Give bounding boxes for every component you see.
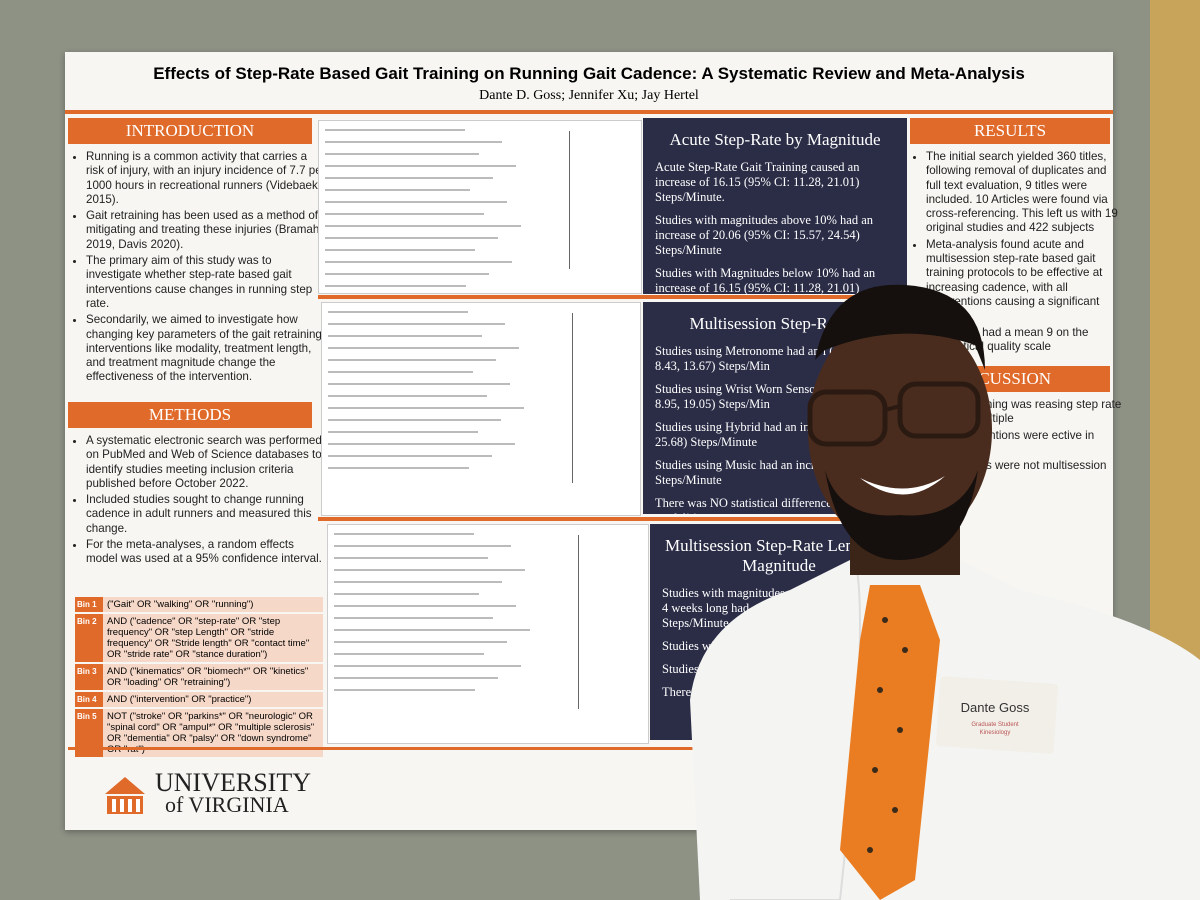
panel-text: Acute Step-Rate Gait Training caused an … (655, 160, 860, 204)
rule (318, 295, 908, 299)
plot-row (325, 213, 484, 215)
panel-title: Multisession Step-Rate b (689, 314, 861, 333)
plot-row (325, 249, 475, 251)
plot-row (328, 395, 487, 397)
plot-row (328, 335, 482, 337)
rule (318, 517, 908, 521)
bins-table: Bin 1 ("Gait" OR "walking" OR "running") B… (75, 597, 323, 759)
plot-row (328, 383, 510, 385)
plot-row (328, 347, 519, 349)
plot-row (325, 237, 498, 239)
bullets: The initial search yielded 360 titles, f… (910, 150, 1122, 356)
plot-row (334, 581, 502, 583)
plot-row (325, 201, 507, 203)
bullet: The primary aim of this study was to inv… (86, 254, 326, 311)
bullet: Included studies sought to change runnin… (86, 493, 326, 536)
plot-row (328, 311, 468, 313)
rule (65, 110, 1113, 114)
section-heading: RESULTS (910, 118, 1110, 144)
panel-title: Acute Step-Rate by Magnitude (669, 130, 881, 149)
plot-row (334, 629, 530, 631)
bullet: A systematic electronic search was perfo… (86, 434, 326, 491)
plot-row (328, 467, 469, 469)
plot-row (334, 689, 475, 691)
panel-text: Studies with Magnitudes below 10% had an… (655, 266, 876, 294)
poster-title: Effects of Step-Rate Based Gait Training… (153, 64, 1025, 83)
name-tag-name: Dante Goss (961, 700, 1030, 715)
panel-text: There was NO statistical difference be m… (655, 496, 847, 514)
plot-row (325, 225, 521, 227)
plot-row (334, 593, 479, 595)
bin-row: Bin 3 AND ("kinematics" OR "biomech*" OR … (75, 664, 323, 690)
plot-row (328, 455, 492, 457)
section-heading: INTRODUCTION (68, 118, 312, 144)
plot-row (328, 323, 505, 325)
plot-axis (569, 131, 570, 269)
plot-row (334, 653, 484, 655)
bin-text: AND ("kinematics" OR "biomech*" OR "kine… (103, 664, 323, 690)
bullets: A systematic electronic search was perfo… (70, 434, 326, 569)
plot-row (328, 431, 478, 433)
bin-text: AND ("cadence" OR "step-rate" OR "step f… (103, 614, 323, 662)
panel-title: Multisession Step-Rate Length & Magnitud… (664, 536, 894, 575)
plot-row (325, 165, 516, 167)
plot-row (325, 273, 489, 275)
plot-row (325, 129, 465, 131)
rule (68, 747, 1113, 750)
plot-row (334, 677, 498, 679)
bin-row: Bin 4 AND ("intervention" OR "practice") (75, 692, 323, 707)
logo-icon (105, 777, 145, 814)
panel: Acute Step-Rate by Magnitude Acute Step-R… (643, 118, 907, 294)
logo-text: UNIVERSITY (155, 768, 311, 797)
forest-plot (327, 524, 649, 744)
forest-plot (318, 120, 642, 294)
forest-plot (321, 302, 641, 516)
bullet: For the meta-analyses, a random effects … (86, 538, 326, 567)
plot-row (334, 557, 488, 559)
logo-text: of VIRGINIA (165, 792, 289, 817)
plot-row (328, 407, 524, 409)
plot-axis (578, 535, 579, 710)
name-tag-role: Graduate Student (971, 722, 1019, 728)
plot-row (325, 285, 466, 287)
bin-row: Bin 2 AND ("cadence" OR "step-rate" OR "s… (75, 614, 323, 662)
plot-row (328, 419, 501, 421)
panel-text: Studies with magnitudes above 10% had an… (655, 213, 874, 257)
plot-row (328, 443, 515, 445)
plot-row (328, 359, 496, 361)
plot-row (334, 569, 525, 571)
bin-row: Bin 1 ("Gait" OR "walking" OR "running") (75, 597, 323, 612)
bullet: Secondarily, we aimed to investigate how… (86, 313, 326, 384)
plot-row (325, 177, 493, 179)
plot-row (334, 545, 511, 547)
plot-row (325, 153, 479, 155)
authors: Dante D. Goss; Jennifer Xu; Jay Hertel (479, 88, 699, 103)
plot-row (328, 371, 473, 373)
bin-label: Bin 4 (75, 692, 103, 707)
plot-row (325, 189, 470, 191)
plot-row (325, 261, 512, 263)
bin-text: AND ("intervention" OR "practice") (103, 692, 323, 707)
bullet: Gait retraining has been used as a metho… (86, 209, 326, 252)
bin-text: ("Gait" OR "walking" OR "running") (103, 597, 323, 612)
section-heading: METHODS (68, 402, 312, 428)
plot-row (334, 665, 521, 667)
plot-row (334, 617, 493, 619)
plot-row (325, 141, 502, 143)
bullet: The initial search yielded 360 titles, f… (926, 150, 1122, 236)
plot-row (334, 533, 474, 535)
bin-label: Bin 3 (75, 664, 103, 690)
name-tag-dept: Kinesiology (980, 730, 1011, 736)
plot-axis (572, 313, 573, 483)
bullet: Running is a common activity that carrie… (86, 150, 326, 207)
bullets: Running is a common activity that carrie… (70, 150, 326, 387)
plot-row (334, 605, 516, 607)
bullet: Meta-analysis found acute and multisessi… (926, 238, 1122, 324)
bin-label: Bin 1 (75, 597, 103, 612)
bin-label: Bin 2 (75, 614, 103, 662)
plot-row (334, 641, 507, 643)
